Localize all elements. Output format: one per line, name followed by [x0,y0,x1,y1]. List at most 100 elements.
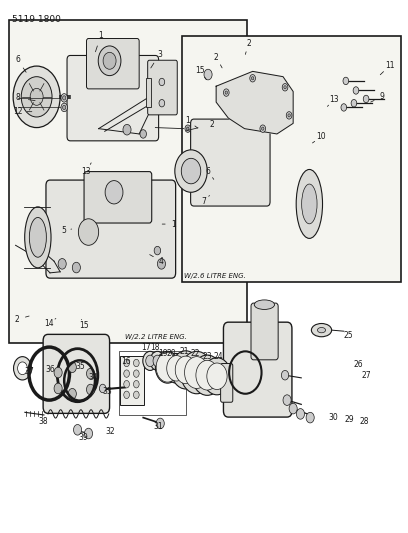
Ellipse shape [25,207,51,268]
Circle shape [260,125,266,132]
Text: 26: 26 [353,360,363,369]
Circle shape [72,262,80,273]
Circle shape [21,77,52,117]
FancyBboxPatch shape [191,119,270,206]
Circle shape [363,95,369,103]
Circle shape [341,104,347,111]
Circle shape [156,418,164,429]
Text: 16: 16 [122,358,131,367]
Circle shape [192,355,223,395]
Text: 8: 8 [15,93,20,102]
Text: 6: 6 [15,55,20,64]
Circle shape [157,259,166,269]
Circle shape [98,46,121,76]
Circle shape [165,353,188,383]
Text: 2: 2 [214,53,219,62]
Text: 23: 23 [202,352,212,361]
Text: 13: 13 [329,95,339,104]
Text: 1: 1 [171,220,176,229]
Text: 34: 34 [89,373,99,382]
Circle shape [100,384,106,393]
Circle shape [154,246,161,255]
FancyBboxPatch shape [86,38,139,89]
Text: 36: 36 [45,366,55,374]
Text: 20: 20 [167,350,176,359]
Circle shape [186,127,189,130]
Circle shape [140,130,146,138]
Circle shape [167,356,186,381]
Circle shape [225,91,228,94]
Text: 4: 4 [159,257,164,265]
Text: 25: 25 [343,331,353,340]
Text: 39: 39 [78,433,88,442]
Circle shape [61,94,67,102]
Circle shape [153,355,162,367]
Circle shape [250,75,255,82]
Circle shape [133,370,139,377]
Text: W/2.2 LITRE ENG.: W/2.2 LITRE ENG. [125,334,187,340]
Circle shape [143,351,157,370]
Circle shape [124,370,129,377]
Circle shape [204,69,212,80]
Circle shape [343,77,349,85]
Circle shape [146,355,155,367]
FancyBboxPatch shape [221,364,233,402]
Text: 10: 10 [317,132,326,141]
Circle shape [175,356,196,384]
Text: 30: 30 [328,413,338,422]
FancyBboxPatch shape [46,180,175,278]
Text: 13: 13 [82,166,91,175]
Circle shape [282,370,289,380]
Text: 24: 24 [213,352,223,361]
Circle shape [262,127,264,130]
Circle shape [86,384,95,395]
Circle shape [283,395,291,406]
Circle shape [68,389,76,399]
Circle shape [224,89,229,96]
Circle shape [353,87,359,94]
Circle shape [150,351,165,370]
Circle shape [13,66,60,127]
Ellipse shape [29,217,47,257]
FancyBboxPatch shape [251,303,278,360]
Text: 31: 31 [154,422,164,431]
Text: 37: 37 [24,367,34,376]
Circle shape [54,383,62,394]
Circle shape [84,428,93,439]
Circle shape [62,96,66,100]
Bar [9,20,246,343]
Circle shape [124,359,129,367]
Text: 22: 22 [191,350,200,359]
Text: 5119 1800: 5119 1800 [11,14,60,23]
Text: 2: 2 [246,39,251,49]
Circle shape [78,219,99,245]
Text: 2: 2 [14,315,19,324]
Circle shape [155,351,180,383]
Circle shape [30,88,43,106]
Text: 12: 12 [13,107,22,116]
Text: 17: 17 [142,343,151,352]
Ellipse shape [254,300,275,310]
Circle shape [123,124,131,135]
Bar [119,351,186,415]
Text: 14: 14 [44,319,54,328]
Circle shape [133,359,139,367]
Circle shape [58,259,66,269]
Circle shape [289,403,297,414]
Circle shape [196,360,219,390]
Text: W/2.6 LITRE ENG.: W/2.6 LITRE ENG. [184,273,246,279]
Text: 7: 7 [202,197,206,206]
Ellipse shape [302,184,317,224]
Text: 27: 27 [361,370,371,379]
Circle shape [61,103,67,112]
Circle shape [159,100,165,107]
Bar [182,36,401,282]
Ellipse shape [296,169,323,238]
Circle shape [180,351,213,394]
Circle shape [184,357,209,389]
Circle shape [351,100,357,107]
Circle shape [13,357,31,380]
Circle shape [18,362,27,375]
Circle shape [124,381,129,388]
Text: 28: 28 [359,417,369,426]
